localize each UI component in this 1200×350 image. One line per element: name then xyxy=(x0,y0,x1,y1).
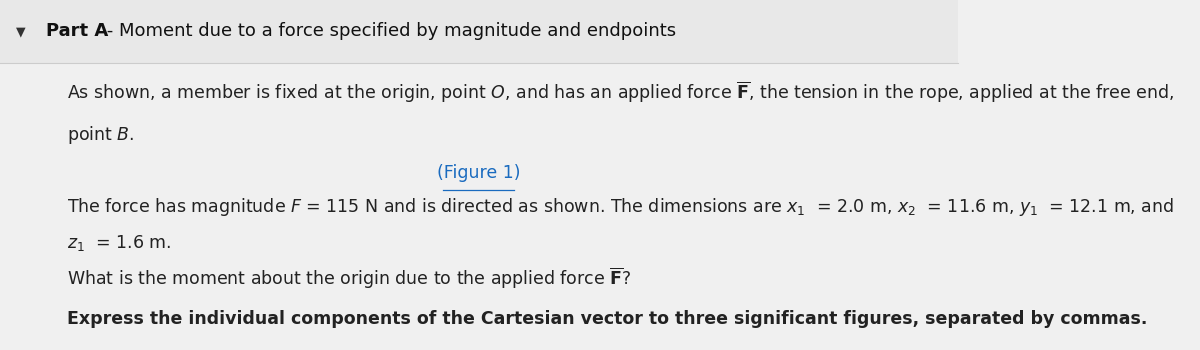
Text: Part A: Part A xyxy=(46,22,108,41)
Text: What is the moment about the origin due to the applied force $\mathbf{\overline{: What is the moment about the origin due … xyxy=(67,266,631,291)
Text: Express the individual components of the Cartesian vector to three significant f: Express the individual components of the… xyxy=(67,309,1147,328)
Text: As shown, a member is fixed at the origin, point $\mathit{O}$, and has an applie: As shown, a member is fixed at the origi… xyxy=(67,80,1174,105)
Text: - Moment due to a force specified by magnitude and endpoints: - Moment due to a force specified by mag… xyxy=(101,22,676,41)
Text: (Figure 1): (Figure 1) xyxy=(437,164,521,182)
Text: $z_1$  = 1.6 m.: $z_1$ = 1.6 m. xyxy=(67,233,172,253)
Text: The force has magnitude $\mathit{F}$ = 115 N and is directed as shown. The dimen: The force has magnitude $\mathit{F}$ = 1… xyxy=(67,196,1174,217)
Bar xyxy=(0,0,958,63)
Text: point $\mathit{B}$.: point $\mathit{B}$. xyxy=(67,124,134,146)
Text: ▼: ▼ xyxy=(17,25,26,38)
